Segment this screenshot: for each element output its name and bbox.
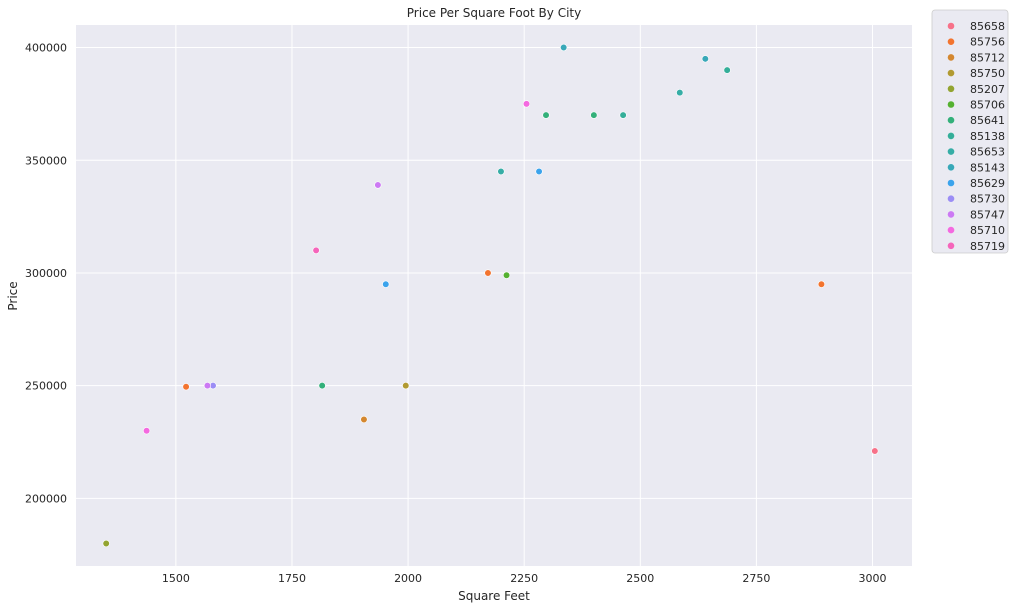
legend-marker-85747 xyxy=(947,211,955,218)
legend-marker-85730 xyxy=(947,195,955,202)
data-point-85143 xyxy=(701,55,709,63)
data-point-85750 xyxy=(402,382,410,390)
legend: 85658 85756 85712 85750 85207 85706 85641 85138… xyxy=(931,9,1009,254)
data-point-85710 xyxy=(142,427,151,435)
legend-label-85756: 85756 xyxy=(970,36,1005,49)
plot-area xyxy=(76,25,912,566)
data-point-85653 xyxy=(497,167,505,176)
y-tick-label: 300000 xyxy=(25,267,67,280)
legend-marker-85143 xyxy=(947,164,955,171)
legend-label-85719: 85719 xyxy=(970,240,1005,253)
chart-title: Price Per Square Foot By City xyxy=(407,6,581,20)
data-point-85747 xyxy=(203,382,212,390)
legend-marker-85750 xyxy=(947,69,955,77)
tick-labels: 1500 1750 2000 2250 2500 2750 3000 200000 250000… xyxy=(25,42,887,585)
data-point-85706 xyxy=(502,271,511,279)
data-point-85653 xyxy=(676,89,684,97)
x-tick-label: 3000 xyxy=(859,572,887,585)
data-point-85756 xyxy=(817,280,826,288)
legend-label-85750: 85750 xyxy=(970,67,1005,80)
data-point-85658 xyxy=(871,447,879,455)
legend-label-85658: 85658 xyxy=(970,20,1005,33)
data-point-85712 xyxy=(360,415,368,424)
x-tick-label: 2250 xyxy=(510,572,538,585)
data-point-85641 xyxy=(542,111,550,119)
legend-label-85207: 85207 xyxy=(970,83,1005,96)
legend-label-85653: 85653 xyxy=(970,146,1005,159)
data-point-85747 xyxy=(374,181,382,189)
legend-label-85712: 85712 xyxy=(970,51,1005,64)
y-tick-label: 250000 xyxy=(25,380,67,393)
legend-marker-85653 xyxy=(947,148,955,155)
legend-label-85138: 85138 xyxy=(970,130,1005,143)
data-point-85756 xyxy=(182,383,190,391)
legend-label-85629: 85629 xyxy=(970,177,1005,190)
legend-marker-85719 xyxy=(947,242,955,250)
legend-label-85641: 85641 xyxy=(970,114,1005,127)
data-point-85143 xyxy=(560,43,568,52)
data-point-85207 xyxy=(102,539,110,548)
y-tick-label: 200000 xyxy=(25,492,67,505)
legend-marker-85658 xyxy=(947,22,955,30)
legend-label-85730: 85730 xyxy=(970,193,1005,206)
x-tick-label: 1500 xyxy=(162,572,190,585)
data-point-85756 xyxy=(484,269,492,277)
legend-label-85706: 85706 xyxy=(970,99,1005,112)
data-point-85719 xyxy=(312,246,320,255)
x-tick-label: 2000 xyxy=(394,572,422,585)
data-point-85710 xyxy=(522,100,531,108)
data-point-85629 xyxy=(382,280,390,288)
data-point-85138 xyxy=(619,111,627,119)
legend-marker-85629 xyxy=(947,179,955,187)
legend-marker-85641 xyxy=(947,116,955,124)
data-point-85629 xyxy=(535,167,543,176)
y-axis-label: Price xyxy=(6,281,20,310)
legend-label-85747: 85747 xyxy=(970,208,1005,221)
legend-label-85143: 85143 xyxy=(970,161,1005,174)
legend-marker-85756 xyxy=(947,38,955,45)
x-tick-label: 1750 xyxy=(278,572,306,585)
data-point-85641 xyxy=(318,382,326,390)
legend-marker-85138 xyxy=(947,132,955,140)
x-tick-label: 2500 xyxy=(626,572,654,585)
legend-marker-85207 xyxy=(947,85,955,93)
x-axis-label: Square Feet xyxy=(458,589,530,603)
data-point-85138 xyxy=(723,66,731,74)
y-tick-label: 400000 xyxy=(25,42,67,55)
grid-lines xyxy=(76,25,912,566)
legend-marker-85712 xyxy=(947,54,955,61)
x-tick-label: 2750 xyxy=(742,572,770,585)
legend-marker-85706 xyxy=(947,101,955,108)
data-point-85641 xyxy=(590,111,598,119)
legend-marker-85710 xyxy=(947,226,955,234)
y-tick-label: 350000 xyxy=(25,154,67,167)
data-points xyxy=(102,43,879,548)
legend-label-85710: 85710 xyxy=(970,224,1005,237)
